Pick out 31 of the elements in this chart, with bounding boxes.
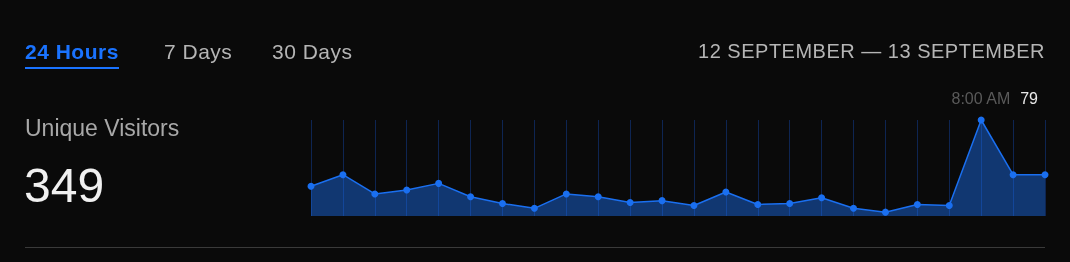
point [818, 194, 826, 202]
point [754, 200, 762, 208]
point [403, 186, 411, 194]
point [307, 182, 315, 190]
text: 7 Days [164, 40, 233, 65]
point [850, 204, 858, 212]
point [339, 171, 347, 179]
point [435, 179, 443, 187]
text: 24 Hours [25, 40, 119, 69]
text: 79 [1020, 90, 1038, 107]
point [690, 201, 698, 209]
point [530, 204, 538, 212]
point [467, 193, 475, 201]
point [562, 190, 570, 198]
text: 349 [24, 158, 105, 213]
point [977, 116, 985, 124]
point [786, 200, 794, 208]
text: 8:00 AM [951, 90, 1011, 107]
point [658, 197, 666, 205]
point [371, 190, 379, 198]
point [913, 200, 921, 208]
text: 12 SEPTEMBER — 13 SEPTEMBER [698, 40, 1045, 63]
point [594, 193, 602, 201]
point [1041, 171, 1049, 179]
point [1009, 171, 1017, 179]
text: 30 Days [272, 40, 353, 65]
point [881, 208, 889, 216]
point [498, 200, 506, 208]
point [945, 201, 953, 209]
point [626, 199, 634, 207]
text: Unique Visitors [25, 115, 180, 142]
